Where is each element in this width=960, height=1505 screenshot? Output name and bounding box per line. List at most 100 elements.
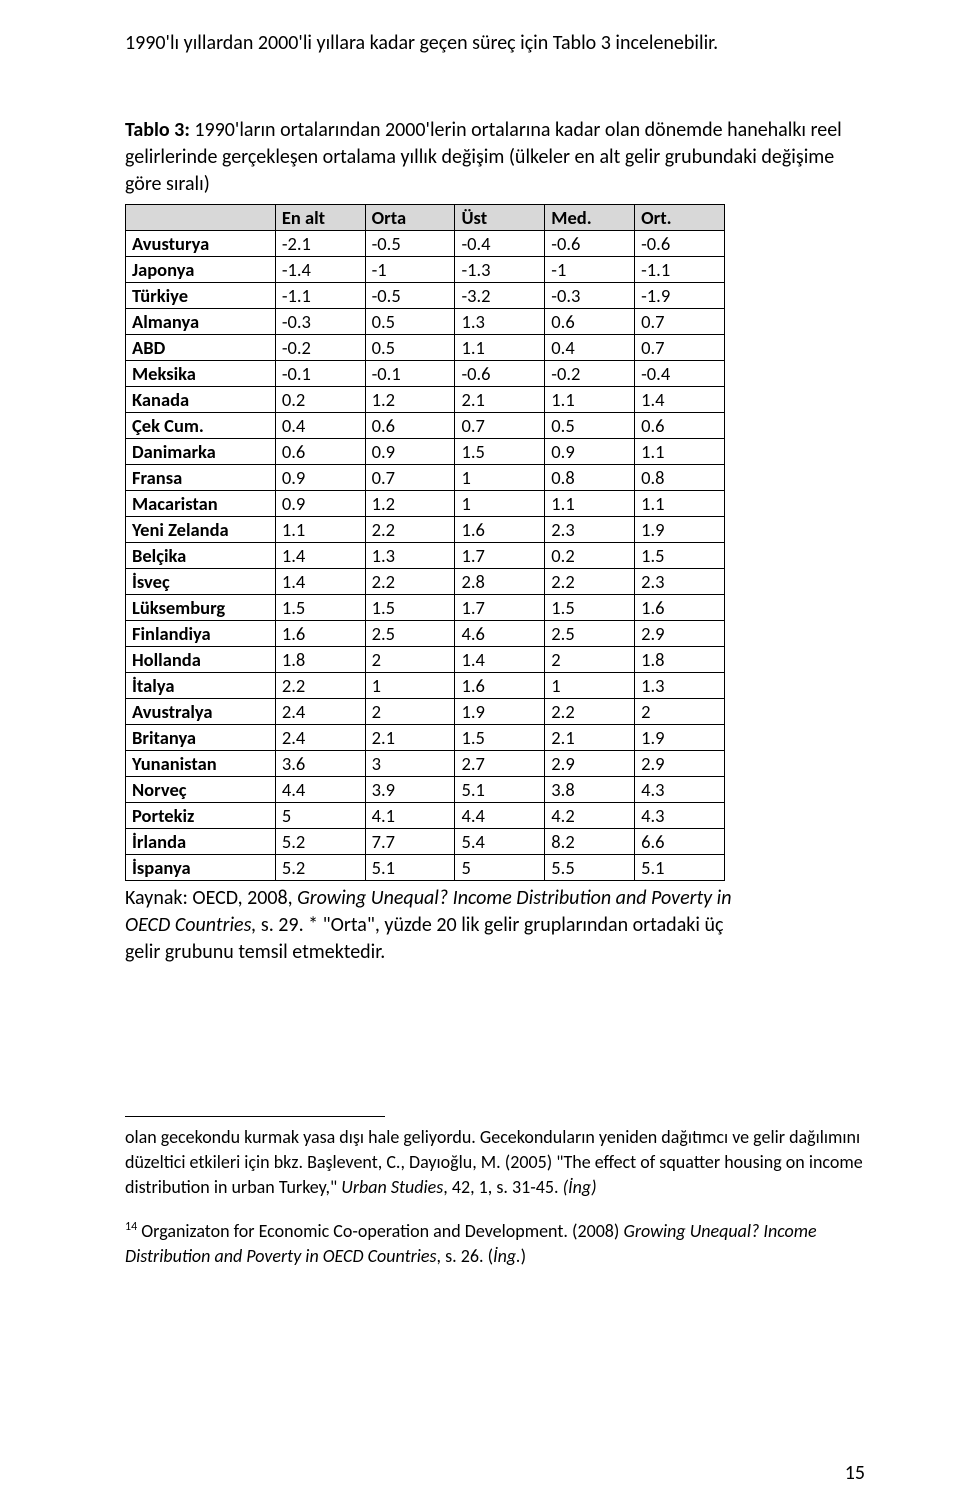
cell-value: 1.4 <box>635 387 725 413</box>
cell-value: 0.5 <box>365 309 455 335</box>
cell-value: 1.6 <box>455 517 545 543</box>
cell-value: 5 <box>455 855 545 881</box>
cell-value: 0.8 <box>545 465 635 491</box>
table-row: Çek Cum.0.40.60.70.50.6 <box>126 413 725 439</box>
row-country: Finlandiya <box>126 621 276 647</box>
cell-value: -1.1 <box>275 283 365 309</box>
cell-value: 1.8 <box>275 647 365 673</box>
cell-value: 1.3 <box>635 673 725 699</box>
cell-value: -3.2 <box>455 283 545 309</box>
cell-value: 2.1 <box>365 725 455 751</box>
cell-value: 1.2 <box>365 491 455 517</box>
cell-value: 1.8 <box>635 647 725 673</box>
table-row: Kanada0.21.22.11.11.4 <box>126 387 725 413</box>
cell-value: 4.3 <box>635 777 725 803</box>
cell-value: 2 <box>365 647 455 673</box>
row-country: Meksika <box>126 361 276 387</box>
row-country: Danimarka <box>126 439 276 465</box>
cell-value: 0.8 <box>635 465 725 491</box>
cell-value: 2.7 <box>455 751 545 777</box>
table-row: Hollanda1.821.421.8 <box>126 647 725 673</box>
cell-value: 2.2 <box>545 569 635 595</box>
cell-value: 2.3 <box>545 517 635 543</box>
page-number: 15 <box>845 1461 865 1485</box>
cell-value: 5.5 <box>545 855 635 881</box>
col-orta: Orta <box>365 205 455 231</box>
intro-paragraph: 1990'lı yıllardan 2000'li yıllara kadar … <box>125 30 865 57</box>
row-country: Avusturya <box>126 231 276 257</box>
row-country: İtalya <box>126 673 276 699</box>
table-body: Avusturya-2.1-0.5-0.4-0.6-0.6Japonya-1.4… <box>126 231 725 881</box>
cell-value: 0.2 <box>545 543 635 569</box>
cell-value: 1 <box>455 491 545 517</box>
cell-value: 2.3 <box>635 569 725 595</box>
col-ust: Üst <box>455 205 545 231</box>
cell-value: 2.9 <box>545 751 635 777</box>
col-med: Med. <box>545 205 635 231</box>
cell-value: 2 <box>635 699 725 725</box>
cell-value: 3.9 <box>365 777 455 803</box>
footnote-2-text-a: Organizaton for Economic Co-operation an… <box>137 1220 623 1242</box>
footnote-1-paren: (İng) <box>563 1176 597 1198</box>
cell-value: -1.3 <box>455 257 545 283</box>
cell-value: 0.6 <box>545 309 635 335</box>
table-caption-prefix: Tablo 3: <box>125 118 190 142</box>
footnote-separator <box>125 1116 385 1117</box>
table-caption: Tablo 3: 1990'ların ortalarından 2000'le… <box>125 117 865 198</box>
row-country: Belçika <box>126 543 276 569</box>
cell-value: -0.6 <box>455 361 545 387</box>
table-source: Kaynak: OECD, 2008, Growing Unequal? Inc… <box>125 885 740 966</box>
cell-value: 7.7 <box>365 829 455 855</box>
row-country: ABD <box>126 335 276 361</box>
cell-value: 1.5 <box>635 543 725 569</box>
table-row: İsveç1.42.22.82.22.3 <box>126 569 725 595</box>
cell-value: 1.5 <box>545 595 635 621</box>
cell-value: 1.6 <box>455 673 545 699</box>
table-row: İspanya5.25.155.55.1 <box>126 855 725 881</box>
table-row: Avustralya2.421.92.22 <box>126 699 725 725</box>
table-row: Fransa0.90.710.80.8 <box>126 465 725 491</box>
footnote-2-text-c: ) <box>521 1245 526 1267</box>
cell-value: 2.2 <box>365 517 455 543</box>
cell-value: 1.1 <box>545 387 635 413</box>
cell-value: 0.9 <box>275 465 365 491</box>
cell-value: 2.5 <box>365 621 455 647</box>
cell-value: 1.1 <box>545 491 635 517</box>
cell-value: -0.5 <box>365 283 455 309</box>
cell-value: 2.9 <box>635 751 725 777</box>
row-country: Yunanistan <box>126 751 276 777</box>
table-row: Yeni Zelanda1.12.21.62.31.9 <box>126 517 725 543</box>
table-header-blank <box>126 205 276 231</box>
cell-value: 0.6 <box>365 413 455 439</box>
footnote-2-text-b: , s. 26. ( <box>437 1245 494 1267</box>
row-country: Britanya <box>126 725 276 751</box>
row-country: Çek Cum. <box>126 413 276 439</box>
table-row: İtalya2.211.611.3 <box>126 673 725 699</box>
cell-value: 1 <box>545 673 635 699</box>
cell-value: 0.4 <box>545 335 635 361</box>
cell-value: 2 <box>365 699 455 725</box>
cell-value: -1.1 <box>635 257 725 283</box>
cell-value: 5.1 <box>365 855 455 881</box>
footnote-2-sup: 14 <box>125 1220 137 1234</box>
cell-value: 5.2 <box>275 855 365 881</box>
cell-value: 1.7 <box>455 595 545 621</box>
table-row: İrlanda5.27.75.48.26.6 <box>126 829 725 855</box>
cell-value: 1.5 <box>365 595 455 621</box>
row-country: Hollanda <box>126 647 276 673</box>
cell-value: -2.1 <box>275 231 365 257</box>
row-country: Norveç <box>126 777 276 803</box>
cell-value: 1.5 <box>275 595 365 621</box>
cell-value: 2.1 <box>545 725 635 751</box>
row-country: Portekiz <box>126 803 276 829</box>
cell-value: 0.7 <box>635 309 725 335</box>
cell-value: 5.1 <box>455 777 545 803</box>
table-row: Almanya-0.30.51.30.60.7 <box>126 309 725 335</box>
cell-value: 3.6 <box>275 751 365 777</box>
table-header-row: En alt Orta Üst Med. Ort. <box>126 205 725 231</box>
footnote-2-italic-2: İng. <box>493 1245 521 1267</box>
cell-value: 1.6 <box>275 621 365 647</box>
cell-value: 1.9 <box>635 517 725 543</box>
cell-value: -0.6 <box>635 231 725 257</box>
footnote-1-text-b: , 42, 1, s. 31-45. <box>443 1176 562 1198</box>
